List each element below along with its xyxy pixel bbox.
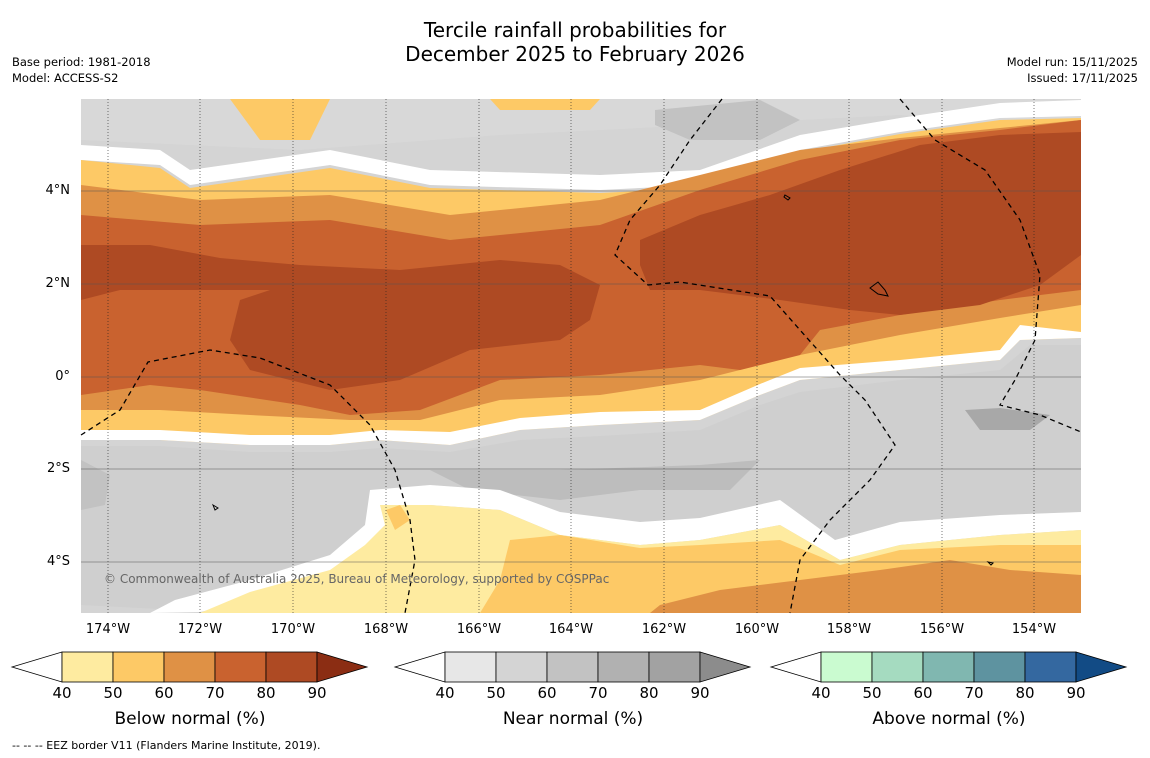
colorbar-below-bin — [265, 651, 318, 683]
metadata-right: Model run: 15/11/2025 Issued: 17/11/2025 — [1007, 54, 1138, 86]
lon-label: 156°W — [919, 622, 965, 637]
colorbar-near-tick: 60 — [537, 684, 557, 702]
lon-label: 160°W — [734, 622, 780, 637]
parallel-grid — [81, 190, 1081, 563]
colorbar-below-tick: 50 — [103, 684, 123, 702]
colorbar-above-tick: 80 — [1015, 684, 1035, 702]
colorbar-near-bin — [597, 651, 650, 683]
colorbar-above-under — [769, 651, 822, 683]
colorbars — [10, 651, 1128, 683]
colorbar-label-above: Above normal (%) — [872, 709, 1026, 729]
colorbar-near-bin — [648, 651, 701, 683]
colorbar-above-tick: 90 — [1066, 684, 1086, 702]
below-normal-80-east — [640, 132, 1081, 315]
metadata-left: Base period: 1981-2018 Model: ACCESS-S2 — [12, 54, 151, 86]
colorbar-below-bin — [214, 651, 267, 683]
colorbar-near-under — [393, 651, 446, 683]
footnote: -- -- -- EEZ border V11 (Flanders Marine… — [12, 739, 321, 752]
lat-label: 2°S — [46, 461, 70, 476]
near-normal-west-patch — [81, 460, 110, 510]
below-normal-50-north-patch-2 — [490, 99, 600, 110]
lat-label: 0° — [55, 369, 70, 384]
copyright-notice: © Commonwealth of Australia 2025, Bureau… — [104, 572, 610, 586]
colorbar-label-below: Below normal (%) — [114, 709, 266, 729]
colorbar-near-bin — [546, 651, 599, 683]
colorbar-near-bin — [495, 651, 548, 683]
colorbar-near-over — [699, 651, 752, 683]
lon-label: 166°W — [456, 622, 502, 637]
colorbar-above-tick: 50 — [862, 684, 882, 702]
model-name: Model: ACCESS-S2 — [12, 71, 119, 85]
lon-label: 170°W — [270, 622, 316, 637]
contour-white-south — [150, 485, 1081, 613]
colorbar-near-tick: 50 — [486, 684, 506, 702]
near-normal-north — [81, 99, 1081, 150]
colorbar-above-bin — [1024, 651, 1077, 683]
colorbar-above-tick: 40 — [811, 684, 831, 702]
colorbar-below-under — [10, 651, 63, 683]
colorbar-near-tick: 70 — [588, 684, 608, 702]
colorbar-below-bin — [112, 651, 165, 683]
lat-label: 4°N — [45, 183, 71, 198]
colorbar-near-tick: 90 — [690, 684, 710, 702]
near-normal-south-70 — [430, 460, 760, 500]
colorbar-label-near: Near normal (%) — [502, 709, 644, 729]
near-normal-north-70 — [655, 100, 800, 140]
colorbar-above-bin — [973, 651, 1026, 683]
colorbar-below-tick: 40 — [52, 684, 72, 702]
lon-label: 162°W — [641, 622, 687, 637]
below-normal-50-south-patch — [386, 505, 410, 530]
title-line-1: Tercile rainfall probabilities for — [423, 18, 727, 42]
title-line-2: December 2025 to February 2026 — [405, 42, 745, 66]
colorbar-below-bin — [163, 651, 216, 683]
island-outlines — [211, 194, 995, 566]
below-normal-60-south — [650, 560, 1081, 613]
eez-borders — [80, 98, 1082, 614]
model-run-date: Model run: 15/11/2025 — [1006, 55, 1138, 69]
colorbar-above-tick: 70 — [964, 684, 984, 702]
colorbar-near-tick: 40 — [435, 684, 455, 702]
colorbar-above-bin — [871, 651, 924, 683]
lon-label: 158°W — [826, 622, 872, 637]
lon-label: 168°W — [363, 622, 409, 637]
contour-white-north — [81, 100, 1081, 190]
near-normal-80-patch — [965, 408, 1050, 430]
chart-title: Tercile rainfall probabilities for Decem… — [0, 18, 1150, 66]
base-period: Base period: 1981-2018 — [12, 55, 151, 69]
colorbar-below-tick: 70 — [205, 684, 225, 702]
lat-label: 2°N — [45, 276, 71, 291]
lat-label: 4°S — [46, 554, 70, 569]
lon-label: 154°W — [1011, 622, 1057, 637]
colorbar-below-tick: 90 — [307, 684, 327, 702]
below-normal-80-west — [81, 245, 600, 390]
colorbar-below-tick: 60 — [154, 684, 174, 702]
colorbar-above-bin — [820, 651, 873, 683]
colorbar-near-tick: 80 — [639, 684, 659, 702]
colorbar-below-bin — [61, 651, 114, 683]
colorbar-above-over — [1075, 651, 1128, 683]
colorbar-below-over — [316, 651, 369, 683]
colorbar-above-tick: 60 — [913, 684, 933, 702]
colorbar-near-bin — [444, 651, 497, 683]
colorbar-below-tick: 80 — [256, 684, 276, 702]
below-normal-50-north-patch — [230, 99, 330, 140]
colorbar-above-bin — [922, 651, 975, 683]
lon-label: 172°W — [177, 622, 223, 637]
contour-white-south-band — [81, 325, 1081, 445]
lon-label: 164°W — [548, 622, 594, 637]
lon-label: 174°W — [85, 622, 131, 637]
issued-date: Issued: 17/11/2025 — [1027, 71, 1138, 85]
